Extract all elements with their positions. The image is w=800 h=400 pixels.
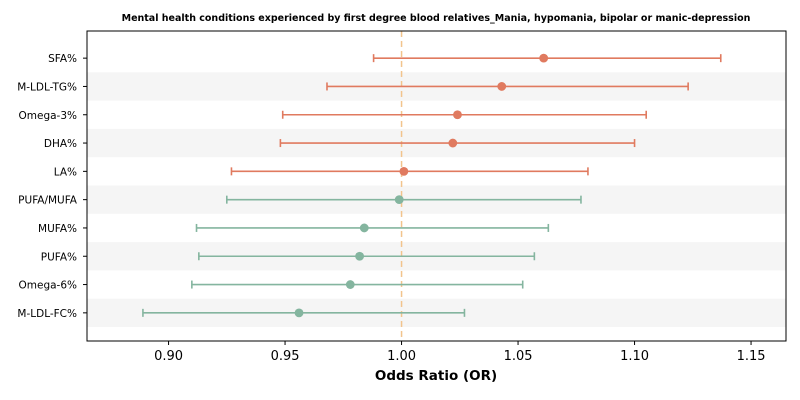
odds-ratio-point	[453, 110, 462, 120]
y-tick-label: PUFA%	[41, 251, 77, 263]
estimate-row	[230, 166, 589, 176]
y-tick-label: Omega-3%	[19, 110, 78, 122]
odds-ratio-point	[497, 82, 507, 91]
y-tick-label: SFA%	[48, 53, 77, 65]
y-tick-label: PUFA/MUFA	[18, 195, 78, 207]
y-tick-label: Omega-6%	[19, 280, 78, 292]
estimate-row	[195, 223, 550, 233]
odds-ratio-point	[355, 251, 365, 261]
x-axis-ticks: 0.90 0.95 1.00 1.05 1.10 1.15	[154, 341, 766, 364]
estimate-row	[372, 53, 722, 63]
x-tick-label: 1.10	[620, 349, 649, 364]
y-tick-label: MUFA%	[38, 223, 77, 235]
x-tick-label: 1.05	[504, 349, 533, 364]
estimate-row	[326, 82, 689, 91]
x-tick-label: 0.90	[154, 349, 183, 364]
estimate-row	[198, 251, 536, 261]
estimate-row	[281, 110, 648, 120]
estimate-row	[142, 308, 466, 318]
chart-title: Mental health conditions experienced by …	[122, 13, 751, 24]
odds-ratio-point	[448, 138, 458, 148]
odds-ratio-point	[359, 223, 369, 233]
y-tick-label: M-LDL-FC%	[17, 308, 77, 320]
odds-ratio-point	[294, 308, 304, 318]
x-tick-label: 0.95	[271, 349, 300, 364]
x-tick-label: 1.15	[737, 349, 766, 364]
odds-ratio-point	[539, 53, 549, 63]
odds-ratio-point	[394, 195, 404, 205]
data-rows	[142, 53, 722, 318]
x-axis-label: Odds Ratio (OR)	[375, 368, 497, 384]
estimate-row	[191, 280, 524, 289]
plot-frame	[86, 30, 787, 342]
y-tick-labels: SFA% M-LDL-TG% Omega-3% DHA% LA% PUFA/MUFA MUF…	[17, 53, 87, 320]
estimate-row	[226, 195, 582, 205]
estimate-row	[279, 138, 636, 148]
y-tick-label: M-LDL-TG%	[17, 81, 77, 93]
x-tick-label: 1.00	[387, 349, 416, 364]
odds-ratio-point	[345, 280, 355, 289]
odds-ratio-point	[399, 166, 409, 176]
y-tick-label: DHA%	[44, 138, 77, 150]
y-tick-label: LA%	[54, 166, 77, 178]
